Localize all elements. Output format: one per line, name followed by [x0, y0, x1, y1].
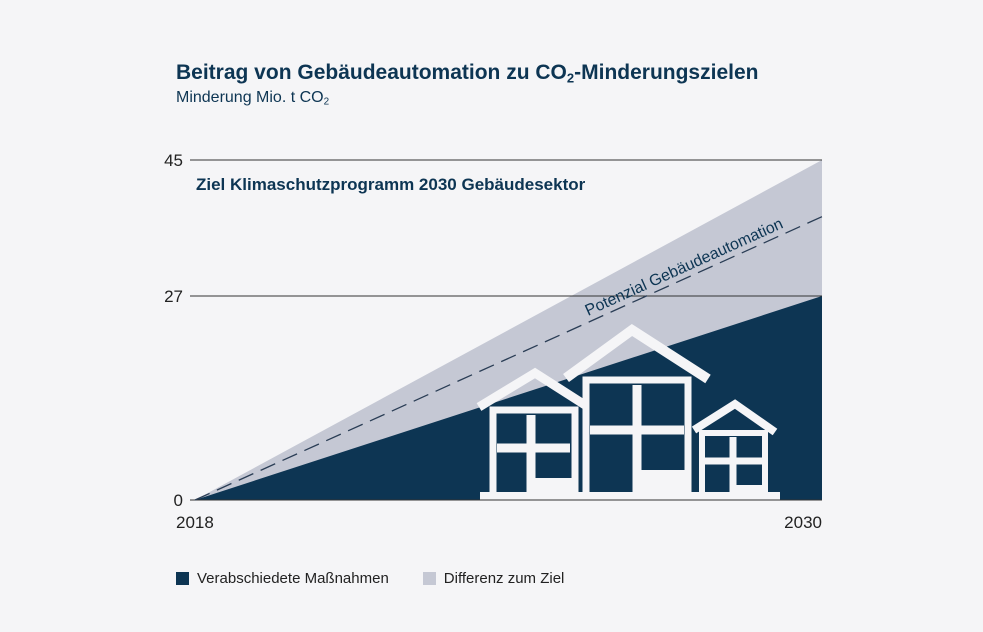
- house-middle-roof: [563, 323, 711, 384]
- chart-title: Beitrag von Gebäudeautomation zu CO2-Min…: [176, 61, 759, 86]
- target-annotation: Ziel Klimaschutzprogramm 2030 Gebäudesek…: [196, 175, 586, 194]
- chart-subtitle: Minderung Mio. t CO2: [176, 89, 330, 108]
- y-tick-label: 0: [174, 491, 183, 510]
- houses-illustration: [476, 323, 780, 507]
- legend-item-differenz: Differenz zum Ziel: [422, 570, 565, 587]
- y-tick-label: 45: [164, 151, 183, 170]
- legend-label-differenz: Differenz zum Ziel: [443, 570, 565, 587]
- legend: Verabschiedete Maßnahmen Differenz zum Z…: [176, 570, 564, 587]
- potential-line: [194, 216, 823, 501]
- house-left-roof: [476, 367, 588, 411]
- house-right-roof: [691, 399, 778, 436]
- legend-item-verabschiedete: Verabschiedete Maßnahmen: [176, 570, 389, 587]
- x-tick-label: 2030: [784, 513, 822, 532]
- legend-label-verabschiedete: Verabschiedete Maßnahmen: [197, 570, 389, 587]
- x-tick-label: 2018: [176, 513, 214, 532]
- y-tick-label: 27: [164, 287, 183, 306]
- legend-swatch-differenz: [422, 572, 436, 585]
- houses-ground: [480, 492, 780, 502]
- legend-swatch-verabschiedete: [176, 572, 189, 585]
